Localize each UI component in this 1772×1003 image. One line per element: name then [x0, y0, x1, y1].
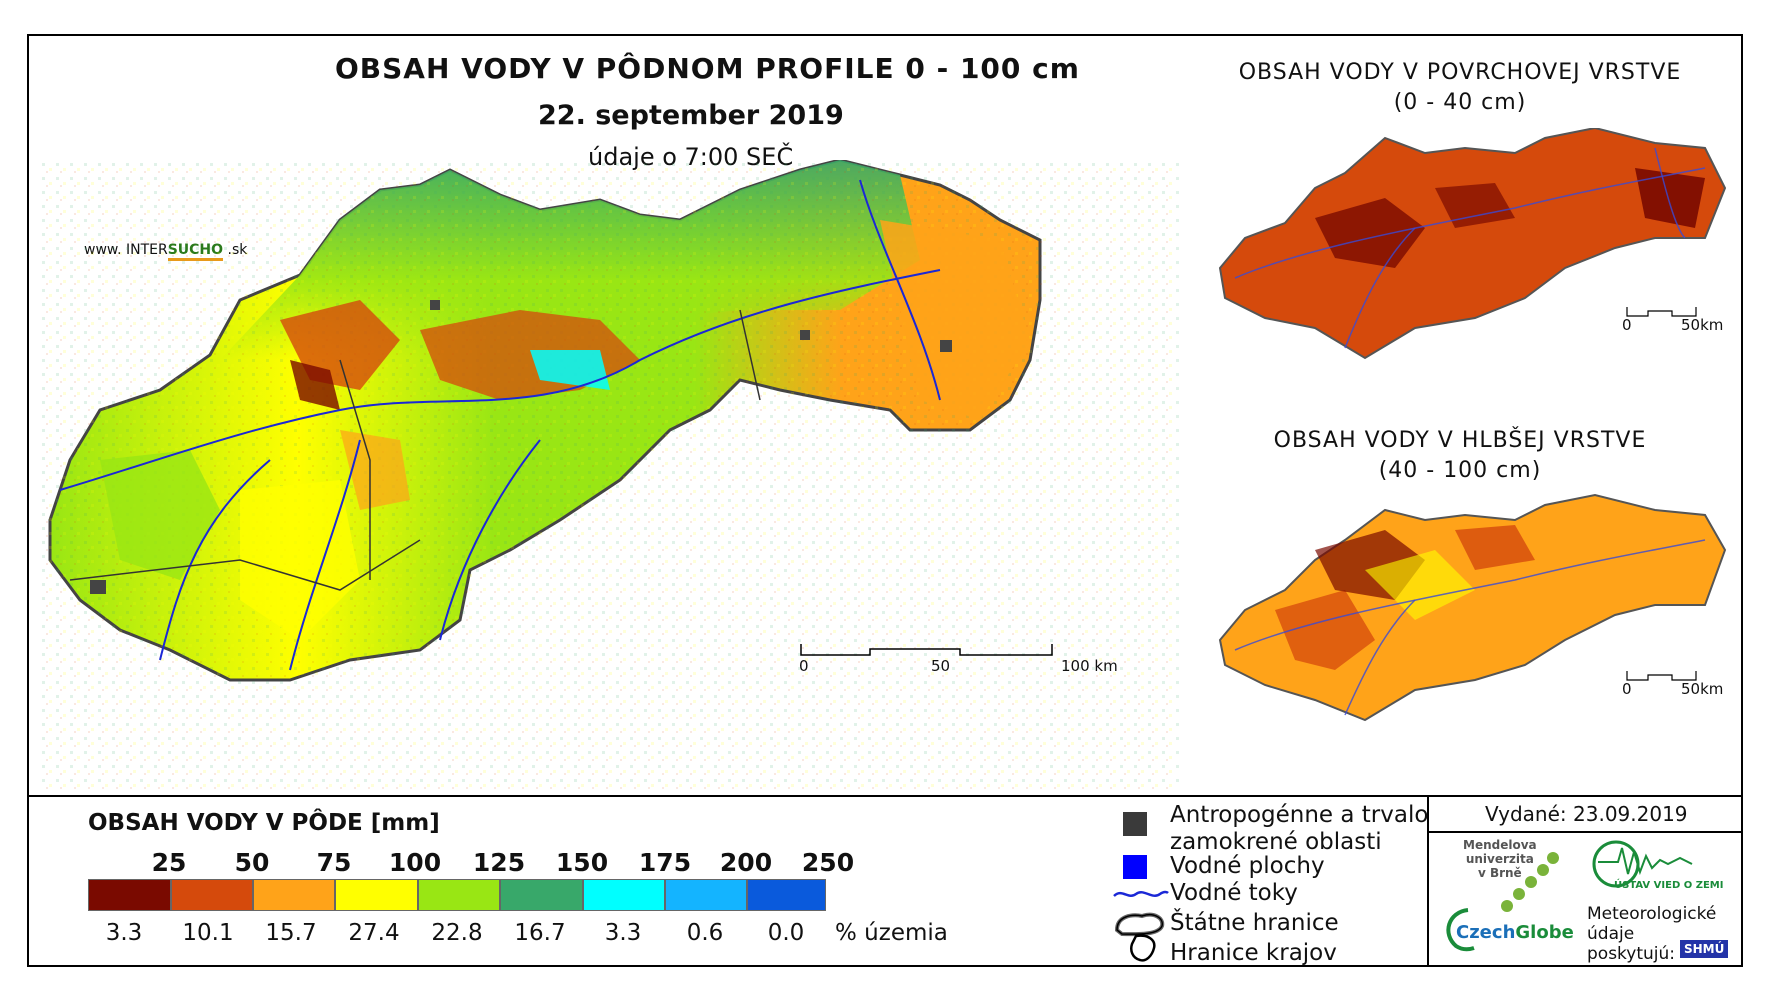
percent-label: 27.4 — [348, 920, 400, 946]
water-surfaces-label: Vodné plochy — [1170, 853, 1325, 879]
percent-label: 10.1 — [182, 920, 234, 946]
main-soil-water-map — [40, 160, 1180, 790]
threshold-label: 100 — [388, 848, 442, 877]
issued-date: Vydané: 23.09.2019 — [1485, 802, 1688, 826]
inset-top-title: OBSAH VODY V POVRCHOVEJ VRSTVE — [1238, 60, 1682, 85]
inset-top-map — [1218, 128, 1727, 360]
region-border-label: Hranice krajov — [1170, 940, 1337, 966]
inset-bottom-range: (40 - 100 cm) — [1378, 458, 1542, 483]
city-kosice — [940, 340, 952, 352]
percent-unit: % územia — [835, 920, 948, 946]
city-presov — [800, 330, 810, 340]
issued-divider — [1427, 831, 1743, 833]
legend-swatch-class-6 — [500, 879, 583, 911]
inset-bottom-title: OBSAH VODY V HLBŠEJ VRSTVE — [1273, 428, 1647, 453]
inset-bottom-scale-end: 50km — [1681, 680, 1724, 698]
main-scale-mid: 50 — [931, 657, 951, 675]
threshold-label: 125 — [472, 848, 526, 877]
threshold-label: 200 — [719, 848, 773, 877]
city-bratislava — [90, 580, 106, 594]
inset-top-scale-zero: 0 — [1622, 316, 1632, 334]
main-scale-zero: 0 — [799, 657, 809, 675]
inset-top-scale-bar — [1626, 307, 1697, 317]
uvoz-logo-text: ÚSTAV VIED O ZEMI — [1614, 880, 1724, 891]
main-scale-bar — [800, 644, 1053, 656]
inset-bottom-scale-bar — [1626, 671, 1697, 681]
legend-title: OBSAH VODY V PÔDE [mm] — [88, 810, 440, 836]
legend-swatch-class-5 — [418, 879, 500, 911]
map-date: 22. september 2019 — [538, 100, 844, 131]
main-scale-end: 100 km — [1061, 657, 1118, 675]
czechglobe-text-b: Globe — [1515, 922, 1574, 943]
legend-swatch-class-9 — [747, 879, 826, 911]
percent-label: 0.6 — [686, 920, 724, 946]
mendel-logo-text: Mendelova univerzita v Brně — [1463, 838, 1537, 880]
region-border-symbol — [1130, 934, 1156, 962]
city-zilina — [430, 300, 440, 310]
czechglobe-logo-text: CzechGlobe — [1456, 922, 1574, 943]
czechglobe-arc-icon — [1446, 908, 1475, 952]
threshold-label: 75 — [316, 848, 352, 877]
map-frame — [27, 34, 1743, 967]
uvoz-logo-icon — [1592, 840, 1693, 888]
legend-swatch-class-4 — [335, 879, 418, 911]
anthropogenic-label: Antropogénne a trvalo zamokrené oblasti — [1170, 802, 1429, 855]
state-border-label: Štátne hranice — [1170, 910, 1339, 936]
legend-divider — [27, 795, 1743, 797]
percent-label: 22.8 — [431, 920, 483, 946]
threshold-label: 50 — [234, 848, 270, 877]
inset-top-range: (0 - 40 cm) — [1393, 90, 1527, 115]
threshold-label: 150 — [555, 848, 609, 877]
threshold-label: 175 — [638, 848, 692, 877]
inset-top-scale-end: 50km — [1681, 316, 1724, 334]
czechglobe-text-a: Czech — [1456, 922, 1516, 943]
percent-label: 3.3 — [105, 920, 143, 946]
threshold-label: 25 — [151, 848, 187, 877]
water-surfaces-swatch — [1123, 855, 1147, 879]
rivers-symbol — [1113, 890, 1169, 897]
rivers-label: Vodné toky — [1170, 880, 1298, 906]
inset-bottom-map — [1218, 493, 1727, 722]
logos-divider — [1427, 795, 1429, 967]
threshold-label: 250 — [801, 848, 855, 877]
state-border-symbol — [1114, 912, 1165, 937]
mendel-dots-icon — [1501, 852, 1559, 912]
percent-label: 0.0 — [767, 920, 805, 946]
percent-label: 15.7 — [265, 920, 317, 946]
shmu-logo: SHMÚ — [1680, 940, 1729, 958]
percent-label: 3.3 — [604, 920, 642, 946]
percent-label: 16.7 — [514, 920, 566, 946]
legend-swatch-class-3 — [253, 879, 335, 911]
inset-bottom-scale-zero: 0 — [1622, 680, 1632, 698]
legend-swatch-class-1 — [88, 879, 171, 911]
legend-swatch-class-8 — [665, 879, 747, 911]
anthropogenic-swatch — [1123, 812, 1147, 836]
meteo-provider-text: Meteorologické údaje poskytujú: — [1587, 904, 1717, 964]
legend-swatch-class-7 — [583, 879, 665, 911]
main-title: OBSAH VODY V PÔDNOM PROFILE 0 - 100 cm — [335, 52, 1080, 85]
legend-swatch-class-2 — [171, 879, 253, 911]
